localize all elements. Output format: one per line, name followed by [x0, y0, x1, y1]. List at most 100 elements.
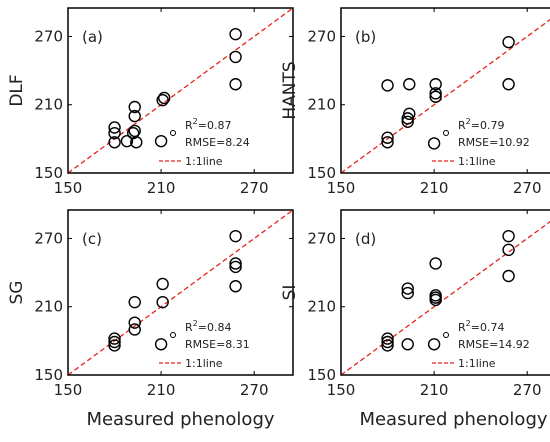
x-tick-label: 210 [420, 179, 449, 197]
data-point [229, 78, 242, 91]
panel-3: 150 210 270 150 210 270 SG (c) R2=0.84 RMSE=8.31 1… [7, 209, 294, 430]
data-point [108, 126, 121, 140]
data-point [502, 243, 515, 257]
axes-frame [67, 7, 294, 174]
data-point [502, 229, 515, 243]
y-tick-label: 210 [307, 298, 336, 316]
panel-2: 150 210 270 150 210 270 HANTS (b) R2=0.79 RMSE=10… [280, 7, 550, 197]
y-tick-label: 270 [34, 27, 63, 45]
r-squared-label: R2=0.79 [458, 117, 504, 132]
data-point [128, 323, 141, 336]
data-point [429, 87, 442, 100]
panel-label: (a) [82, 28, 103, 46]
legend-marker [443, 130, 449, 136]
y-axis-label: SI [280, 285, 300, 301]
x-tick-label: 210 [420, 381, 449, 399]
r-squared-label: R2=0.74 [458, 319, 504, 334]
rmse-label: RMSE=14.92 [458, 338, 530, 351]
data-point [108, 136, 121, 149]
data-point [126, 126, 140, 140]
legend-line-label: 1:1line [458, 155, 496, 168]
data-point [401, 338, 414, 351]
x-tick-label: 270 [513, 381, 542, 399]
x-tick-label: 150 [327, 381, 356, 399]
data-point [108, 339, 121, 352]
data-point [401, 115, 414, 128]
x-tick-label: 270 [513, 179, 542, 197]
y-tick-label: 150 [34, 366, 63, 384]
data-point [502, 78, 515, 91]
panel-label: (c) [82, 230, 102, 248]
data-point [154, 134, 168, 148]
x-tick-label: 150 [54, 179, 83, 197]
y-tick-label: 150 [307, 164, 336, 182]
data-point [381, 335, 394, 349]
x-tick-label: 210 [147, 179, 176, 197]
data-point [229, 50, 242, 64]
y-tick-label: 270 [307, 229, 336, 247]
y-tick-label: 270 [307, 27, 336, 45]
y-axis-label: SG [7, 281, 27, 305]
data-point [502, 35, 515, 49]
axes-frame [340, 209, 550, 376]
data-point [156, 295, 169, 309]
panel-4: 150 210 270 150 210 270 SI (d) R2=0.74 RMSE=14.92… [280, 209, 550, 430]
data-point [120, 134, 134, 148]
data-point [381, 131, 394, 144]
x-tick-label: 270 [240, 179, 269, 197]
x-tick-label: 150 [54, 381, 83, 399]
data-point [128, 109, 141, 123]
panel-label: (d) [355, 230, 376, 248]
rmse-label: RMSE=10.92 [458, 136, 530, 149]
data-point [108, 332, 121, 345]
panel-label: (b) [355, 28, 376, 46]
data-point [229, 27, 242, 41]
one-to-one-line [340, 220, 550, 376]
data-point [403, 78, 416, 91]
data-point [229, 257, 242, 270]
y-tick-label: 270 [34, 229, 63, 247]
rmse-label: RMSE=8.31 [185, 338, 250, 351]
legend-marker [170, 332, 176, 338]
axes-frame [67, 209, 294, 376]
data-point [229, 260, 242, 274]
one-to-one-line [67, 209, 294, 376]
legend-line-label: 1:1line [185, 155, 223, 168]
x-tick-label: 150 [327, 179, 356, 197]
legend-marker [170, 130, 176, 136]
data-point [381, 339, 394, 352]
y-tick-label: 150 [34, 164, 63, 182]
data-point [429, 78, 442, 91]
y-tick-label: 150 [307, 366, 336, 384]
data-point [156, 277, 169, 291]
data-point [427, 137, 441, 150]
data-point [381, 332, 394, 345]
data-point [108, 335, 121, 349]
data-point [108, 121, 121, 134]
data-point [128, 316, 141, 329]
r-squared-label: R2=0.87 [185, 117, 231, 132]
data-point [401, 286, 414, 300]
data-point [427, 338, 441, 351]
data-point [429, 289, 442, 302]
data-point [381, 136, 394, 149]
y-tick-label: 210 [34, 298, 63, 316]
x-tick-label: 210 [147, 381, 176, 399]
x-tick-label: 270 [240, 381, 269, 399]
y-tick-label: 210 [307, 96, 336, 114]
panel-1: 150 210 270 150 210 270 DLF (a) R2=0.87 RMSE=8.24… [7, 7, 294, 197]
data-point [429, 90, 442, 103]
rmse-label: RMSE=8.24 [185, 136, 250, 149]
data-point [156, 93, 169, 107]
data-point [128, 295, 141, 309]
x-axis-label: Measured phenology [359, 409, 547, 430]
data-point [158, 91, 171, 105]
data-point [229, 229, 242, 243]
one-to-one-line [67, 7, 294, 174]
one-to-one-line [340, 18, 550, 174]
data-point [229, 280, 242, 293]
axes-frame [340, 7, 550, 174]
data-point [154, 338, 168, 351]
x-axis-label: Measured phenology [86, 409, 274, 430]
